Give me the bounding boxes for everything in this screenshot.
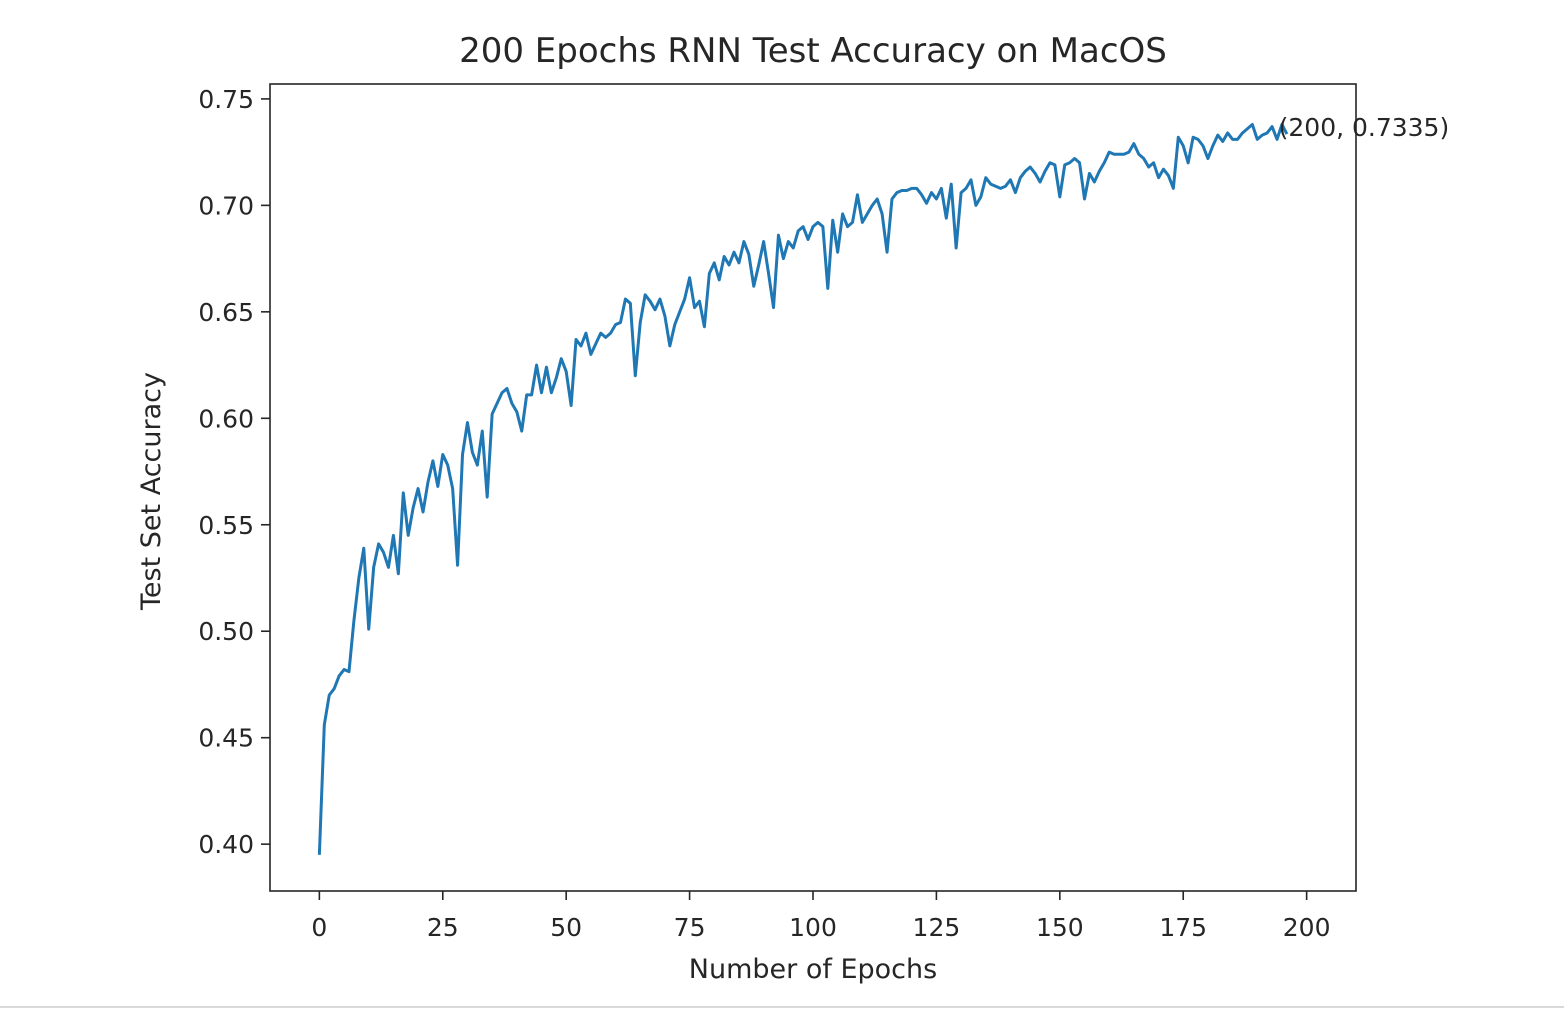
series-line [317, 122, 1289, 855]
x-tick-label: 150 [1036, 913, 1084, 942]
x-tick-label: 50 [550, 913, 582, 942]
y-tick-label: 0.75 [198, 85, 254, 114]
x-tick-label: 175 [1159, 913, 1207, 942]
y-axis-label: Test Set Accuracy [136, 372, 167, 611]
y-tick-label: 0.55 [198, 511, 254, 540]
y-tick-label: 0.65 [198, 298, 254, 327]
y-tick-label: 0.45 [198, 724, 254, 753]
x-axis-label: Number of Epochs [689, 954, 937, 985]
x-axis: 0 25 50 75 100 125 150 175 200 [311, 891, 1330, 942]
x-tick-label: 25 [427, 913, 459, 942]
x-tick-label: 125 [913, 913, 961, 942]
y-tick-label: 0.40 [198, 830, 254, 859]
x-tick-label: 100 [789, 913, 837, 942]
x-tick-label: 0 [311, 913, 327, 942]
y-axis: 0.40 0.45 0.50 0.55 0.60 0.65 0.70 0.75 [198, 85, 270, 859]
x-tick-label: 75 [674, 913, 706, 942]
chart-title: 200 Epochs RNN Test Accuracy on MacOS [459, 31, 1167, 71]
point-annotation: (200, 0.7335) [1279, 113, 1450, 142]
y-tick-label: 0.70 [198, 191, 254, 220]
x-tick-label: 200 [1283, 913, 1331, 942]
y-tick-label: 0.60 [198, 404, 254, 433]
plot-frame [269, 83, 1357, 892]
plot-area [317, 122, 1289, 855]
y-tick-label: 0.50 [198, 617, 254, 646]
bottom-divider [0, 1006, 1564, 1008]
